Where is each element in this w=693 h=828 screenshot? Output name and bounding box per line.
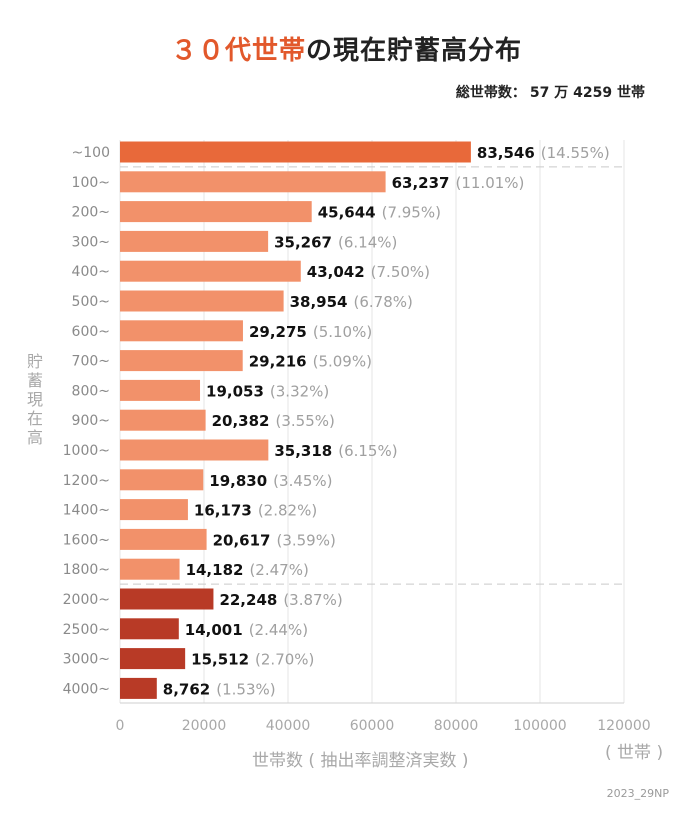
- percent-label: (2.82%): [258, 502, 317, 520]
- bar: [120, 260, 301, 282]
- value-label: 19,830: [209, 472, 267, 490]
- value-label: 29,275: [249, 323, 307, 341]
- bar: [120, 618, 179, 640]
- y-tick-label: 600~: [72, 324, 110, 340]
- x-axis-label: 世帯数 ( 抽出率調整済実数 ): [252, 751, 469, 771]
- x-tick-label: 60000: [350, 718, 395, 734]
- value-label: 20,617: [213, 531, 271, 549]
- percent-label: (2.70%): [255, 651, 314, 669]
- value-label: 83,546: [477, 144, 535, 162]
- percent-label: (5.09%): [313, 353, 372, 371]
- percent-label: (7.50%): [371, 263, 430, 281]
- bar: [120, 141, 471, 163]
- chart-title-highlight: ３０代世帯: [170, 36, 306, 66]
- bar: [120, 350, 243, 372]
- value-label: 45,644: [318, 204, 376, 222]
- value-label: 35,267: [274, 233, 332, 251]
- percent-label: (3.87%): [283, 591, 342, 609]
- y-tick-label: 300~: [72, 234, 110, 250]
- y-tick-label: 100~: [72, 175, 110, 191]
- bar: [120, 409, 206, 431]
- percent-label: (3.32%): [270, 382, 329, 400]
- x-tick-label: 100000: [513, 718, 566, 734]
- total-households-label: 総世帯数：: [455, 85, 526, 101]
- bar: [120, 528, 207, 550]
- bar: [120, 499, 188, 521]
- bar: [120, 230, 269, 252]
- y-tick-label: 400~: [72, 264, 110, 280]
- credit-text: 2023_29NP: [606, 787, 669, 800]
- y-tick-label: 900~: [72, 413, 110, 429]
- percent-label: (5.10%): [313, 323, 372, 341]
- bar: [120, 588, 214, 610]
- bar: [120, 201, 312, 223]
- y-tick-label: 4000~: [63, 681, 110, 697]
- bar: [120, 171, 386, 193]
- value-label: 8,762: [163, 680, 210, 698]
- x-tick-label: 80000: [434, 718, 479, 734]
- y-tick-label: 1200~: [63, 473, 110, 489]
- value-label: 22,248: [219, 591, 277, 609]
- x-tick-label: 0: [116, 718, 125, 734]
- bar: [120, 379, 201, 401]
- x-tick-label: 20000: [182, 718, 227, 734]
- value-label: 16,173: [194, 502, 252, 520]
- percent-label: (2.47%): [249, 561, 308, 579]
- y-tick-label: 1000~: [63, 443, 110, 459]
- y-tick-label: 800~: [72, 383, 110, 399]
- y-tick-label: 3000~: [63, 652, 110, 668]
- value-label: 14,182: [186, 561, 244, 579]
- chart-title: ３０代世帯の現在貯蓄高分布: [0, 30, 693, 67]
- x-tick-label: 40000: [266, 718, 311, 734]
- y-tick-label: 2500~: [63, 622, 110, 638]
- percent-label: (6.78%): [353, 293, 412, 311]
- value-label: 14,001: [185, 621, 243, 639]
- y-tick-label: 1400~: [63, 503, 110, 519]
- y-tick-label: 1800~: [63, 562, 110, 578]
- percent-label: (3.45%): [273, 472, 332, 490]
- y-axis-label: 貯蓄現在高: [26, 352, 43, 447]
- bar: [120, 558, 180, 580]
- percent-label: (3.55%): [275, 412, 334, 430]
- value-label: 15,512: [191, 651, 249, 669]
- value-label: 35,318: [274, 442, 332, 460]
- y-tick-label: 1600~: [63, 532, 110, 548]
- value-label: 29,216: [249, 353, 307, 371]
- percent-label: (6.14%): [338, 233, 397, 251]
- percent-label: (3.59%): [276, 531, 335, 549]
- bar: [120, 677, 157, 699]
- percent-label: (6.15%): [338, 442, 397, 460]
- bar: [120, 320, 243, 342]
- y-tick-label: 700~: [72, 354, 110, 370]
- total-households-value: 57 万 4259 世帯: [529, 85, 645, 101]
- bar: [120, 469, 204, 491]
- y-tick-label: 500~: [72, 294, 110, 310]
- value-label: 20,382: [212, 412, 270, 430]
- y-tick-label: 2000~: [63, 592, 110, 608]
- x-axis-unit: ( 世帯 ): [605, 743, 664, 763]
- percent-label: (7.95%): [382, 204, 441, 222]
- total-households: 総世帯数： 57 万 4259 世帯: [456, 82, 645, 102]
- percent-label: (11.01%): [455, 174, 524, 192]
- value-label: 43,042: [307, 263, 365, 281]
- y-tick-label: ~100: [72, 145, 110, 161]
- chart-title-rest: の現在貯蓄高分布: [306, 36, 523, 66]
- y-tick-label: 200~: [72, 205, 110, 221]
- value-label: 63,237: [392, 174, 450, 192]
- percent-label: (14.55%): [541, 144, 610, 162]
- percent-label: (1.53%): [216, 680, 275, 698]
- value-label: 19,053: [206, 382, 264, 400]
- bar: [120, 439, 269, 461]
- percent-label: (2.44%): [249, 621, 308, 639]
- x-tick-label: 120000: [597, 718, 650, 734]
- value-label: 38,954: [290, 293, 348, 311]
- bar: [120, 290, 284, 312]
- bar: [120, 648, 186, 670]
